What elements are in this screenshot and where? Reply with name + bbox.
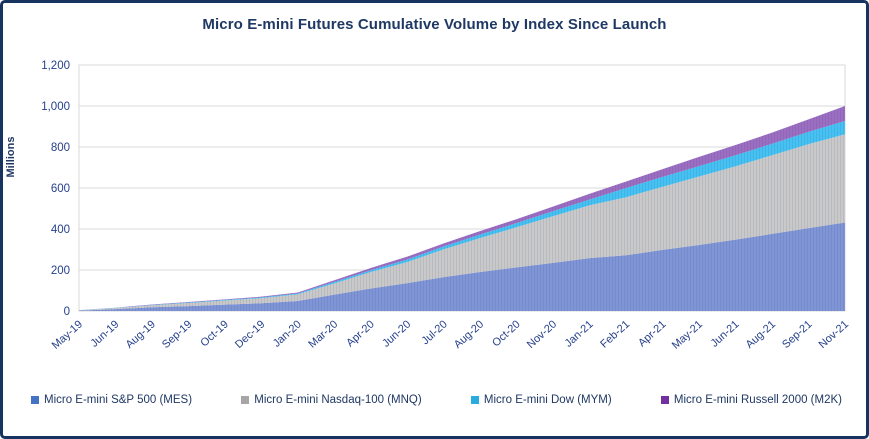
legend-label: Micro E-mini Russell 2000 (M2K) xyxy=(673,394,842,406)
legend-item-3[interactable]: Micro E-mini Dow (MYM) xyxy=(470,394,612,406)
x-tick-label: Sep-19 xyxy=(160,318,194,351)
stacked-area-chart: 0 200 400 600 800 1,000 1,200 May-19 Jun-19 Aug-1… xyxy=(41,60,851,352)
x-tick-label: Sep-21 xyxy=(780,318,814,351)
x-tick-label: Aug-20 xyxy=(452,318,486,351)
x-tick-label: Jan-20 xyxy=(271,318,304,349)
y-tick-label: 600 xyxy=(51,183,70,195)
x-tick-label: Aug-21 xyxy=(744,318,778,351)
x-tick-label: Oct-19 xyxy=(198,318,231,349)
x-tick-label: Jul-20 xyxy=(419,318,449,347)
x-tick-label: Apr-21 xyxy=(636,318,669,349)
y-tick-label: 0 xyxy=(64,306,70,318)
y-tick-label: 1,200 xyxy=(41,60,70,72)
x-tick-label: Oct-20 xyxy=(490,318,523,349)
legend-label: Micro E-mini Nasdaq-100 (MNQ) xyxy=(254,394,422,406)
legend-swatch-icon xyxy=(470,396,479,404)
x-tick-label: Nov-21 xyxy=(817,318,851,351)
legend-swatch-icon xyxy=(31,396,39,404)
legend-item-1[interactable]: Micro E-mini S&P 500 (MES) xyxy=(31,394,192,406)
x-tick-label: Mar-20 xyxy=(306,318,340,350)
x-tick-label: Jun-19 xyxy=(88,318,121,349)
x-tick-label: Dec-19 xyxy=(233,318,267,351)
chart-title: Micro E-mini Futures Cumulative Volume b… xyxy=(202,16,667,33)
legend-swatch-icon xyxy=(660,396,669,404)
legend-item-2[interactable]: Micro E-mini Nasdaq-100 (MNQ) xyxy=(241,394,422,406)
y-tick-label: 400 xyxy=(51,224,70,236)
x-tick-label: Aug-19 xyxy=(124,318,158,351)
y-tick-label: 200 xyxy=(51,265,70,277)
x-tick-label: Jan-21 xyxy=(563,318,596,349)
x-tick-label: Feb-21 xyxy=(598,318,632,350)
column-striping-overlay xyxy=(79,106,845,311)
y-tick-label: 800 xyxy=(51,142,70,154)
x-tick-label: Jun-20 xyxy=(380,318,413,349)
legend-item-4[interactable]: Micro E-mini Russell 2000 (M2K) xyxy=(660,394,842,406)
x-tick-label: Nov-20 xyxy=(525,318,559,351)
x-tick-label: May-19 xyxy=(50,318,85,351)
x-tick-label: Apr-20 xyxy=(344,318,377,349)
legend-swatch-icon xyxy=(241,396,250,404)
legend-label: Micro E-mini Dow (MYM) xyxy=(483,394,612,406)
chart-legend: Micro E-mini S&P 500 (MES) Micro E-mini N… xyxy=(31,394,842,406)
x-tick-label: May-21 xyxy=(670,318,705,351)
y-tick-label: 1,000 xyxy=(41,101,70,113)
x-tick-label: Jun-21 xyxy=(709,318,742,349)
legend-label: Micro E-mini S&P 500 (MES) xyxy=(44,394,193,406)
